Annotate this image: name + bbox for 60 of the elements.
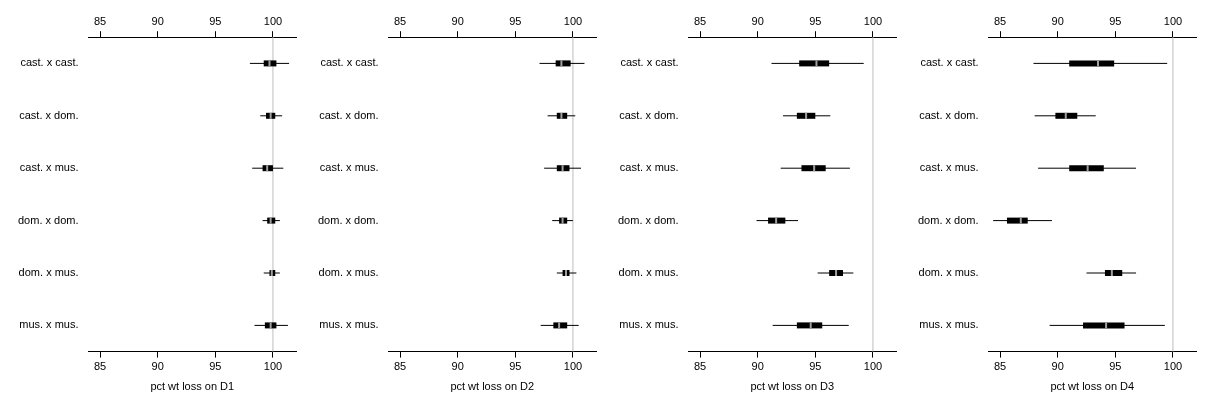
x2-tick-label: 85: [993, 14, 1007, 27]
x2-tick-label: 95: [209, 14, 222, 27]
x2-tick-label: 90: [451, 14, 464, 27]
y-tick-label: dom. x dom.: [317, 213, 379, 226]
y-tick-label: dom. x dom.: [17, 213, 79, 226]
x2-tick-label: 95: [1109, 14, 1122, 27]
y-tick-label: cast. x cast.: [920, 56, 979, 69]
y-tick-label: mus. x mus.: [619, 318, 679, 331]
y-tick-label: cast. x cast.: [320, 56, 379, 69]
x-tick-label: 100: [563, 360, 583, 373]
y-tick-label: dom. x dom.: [917, 213, 979, 226]
y-tick-label: cast. x cast.: [620, 56, 679, 69]
x2-tick-label: 95: [509, 14, 522, 27]
y-tick-label: cast. x dom.: [619, 108, 679, 121]
x-tick-label: 95: [809, 360, 822, 373]
x-axis-title: pct wt loss on D2: [450, 380, 535, 393]
y-tick-label: cast. x mus.: [19, 161, 79, 174]
y-tick-label: dom. x dom.: [617, 213, 679, 226]
x2-tick-label: 90: [1051, 14, 1064, 27]
y-tick-label: cast. x dom.: [319, 108, 379, 121]
x-tick-label: 100: [263, 360, 283, 373]
x-axis-title: pct wt loss on D3: [750, 380, 835, 393]
x2-tick-label: 90: [151, 14, 164, 27]
x-axis-title: pct wt loss on D1: [150, 380, 235, 393]
x-tick-label: 100: [1163, 360, 1183, 373]
y-tick-label: dom. x mus.: [18, 266, 79, 279]
y-tick-label: cast. x mus.: [919, 161, 979, 174]
x-tick-label: 90: [751, 360, 764, 373]
x-tick-label: 95: [1109, 360, 1122, 373]
x-tick-label: 95: [209, 360, 222, 373]
x2-tick-label: 100: [563, 14, 583, 27]
y-tick-label: cast. x dom.: [19, 108, 79, 121]
y-tick-label: cast. x mus.: [619, 161, 679, 174]
y-tick-label: dom. x mus.: [918, 266, 979, 279]
x2-tick-label: 100: [863, 14, 883, 27]
x2-tick-label: 85: [393, 14, 407, 27]
y-tick-label: cast. x dom.: [919, 108, 979, 121]
x-tick-label: 85: [993, 360, 1007, 373]
x-tick-label: 100: [863, 360, 883, 373]
x2-tick-label: 90: [751, 14, 764, 27]
x-tick-label: 90: [1051, 360, 1064, 373]
x-axis-title: pct wt loss on D4: [1050, 380, 1135, 393]
x-tick-label: 85: [393, 360, 407, 373]
x-tick-label: 85: [693, 360, 707, 373]
y-tick-label: cast. x mus.: [319, 161, 379, 174]
x2-tick-label: 85: [693, 14, 707, 27]
y-tick-label: cast. x cast.: [20, 56, 79, 69]
x2-tick-label: 100: [263, 14, 283, 27]
x2-tick-label: 95: [809, 14, 822, 27]
x2-tick-label: 100: [1163, 14, 1183, 27]
y-tick-label: mus. x mus.: [19, 318, 79, 331]
x-tick-label: 95: [509, 360, 522, 373]
y-tick-label: mus. x mus.: [919, 318, 979, 331]
x-tick-label: 90: [451, 360, 464, 373]
x2-tick-label: 85: [93, 14, 107, 27]
y-tick-label: dom. x mus.: [618, 266, 679, 279]
y-tick-label: dom. x mus.: [318, 266, 379, 279]
x-tick-label: 85: [93, 360, 107, 373]
y-tick-label: mus. x mus.: [319, 318, 379, 331]
x-tick-label: 90: [151, 360, 164, 373]
